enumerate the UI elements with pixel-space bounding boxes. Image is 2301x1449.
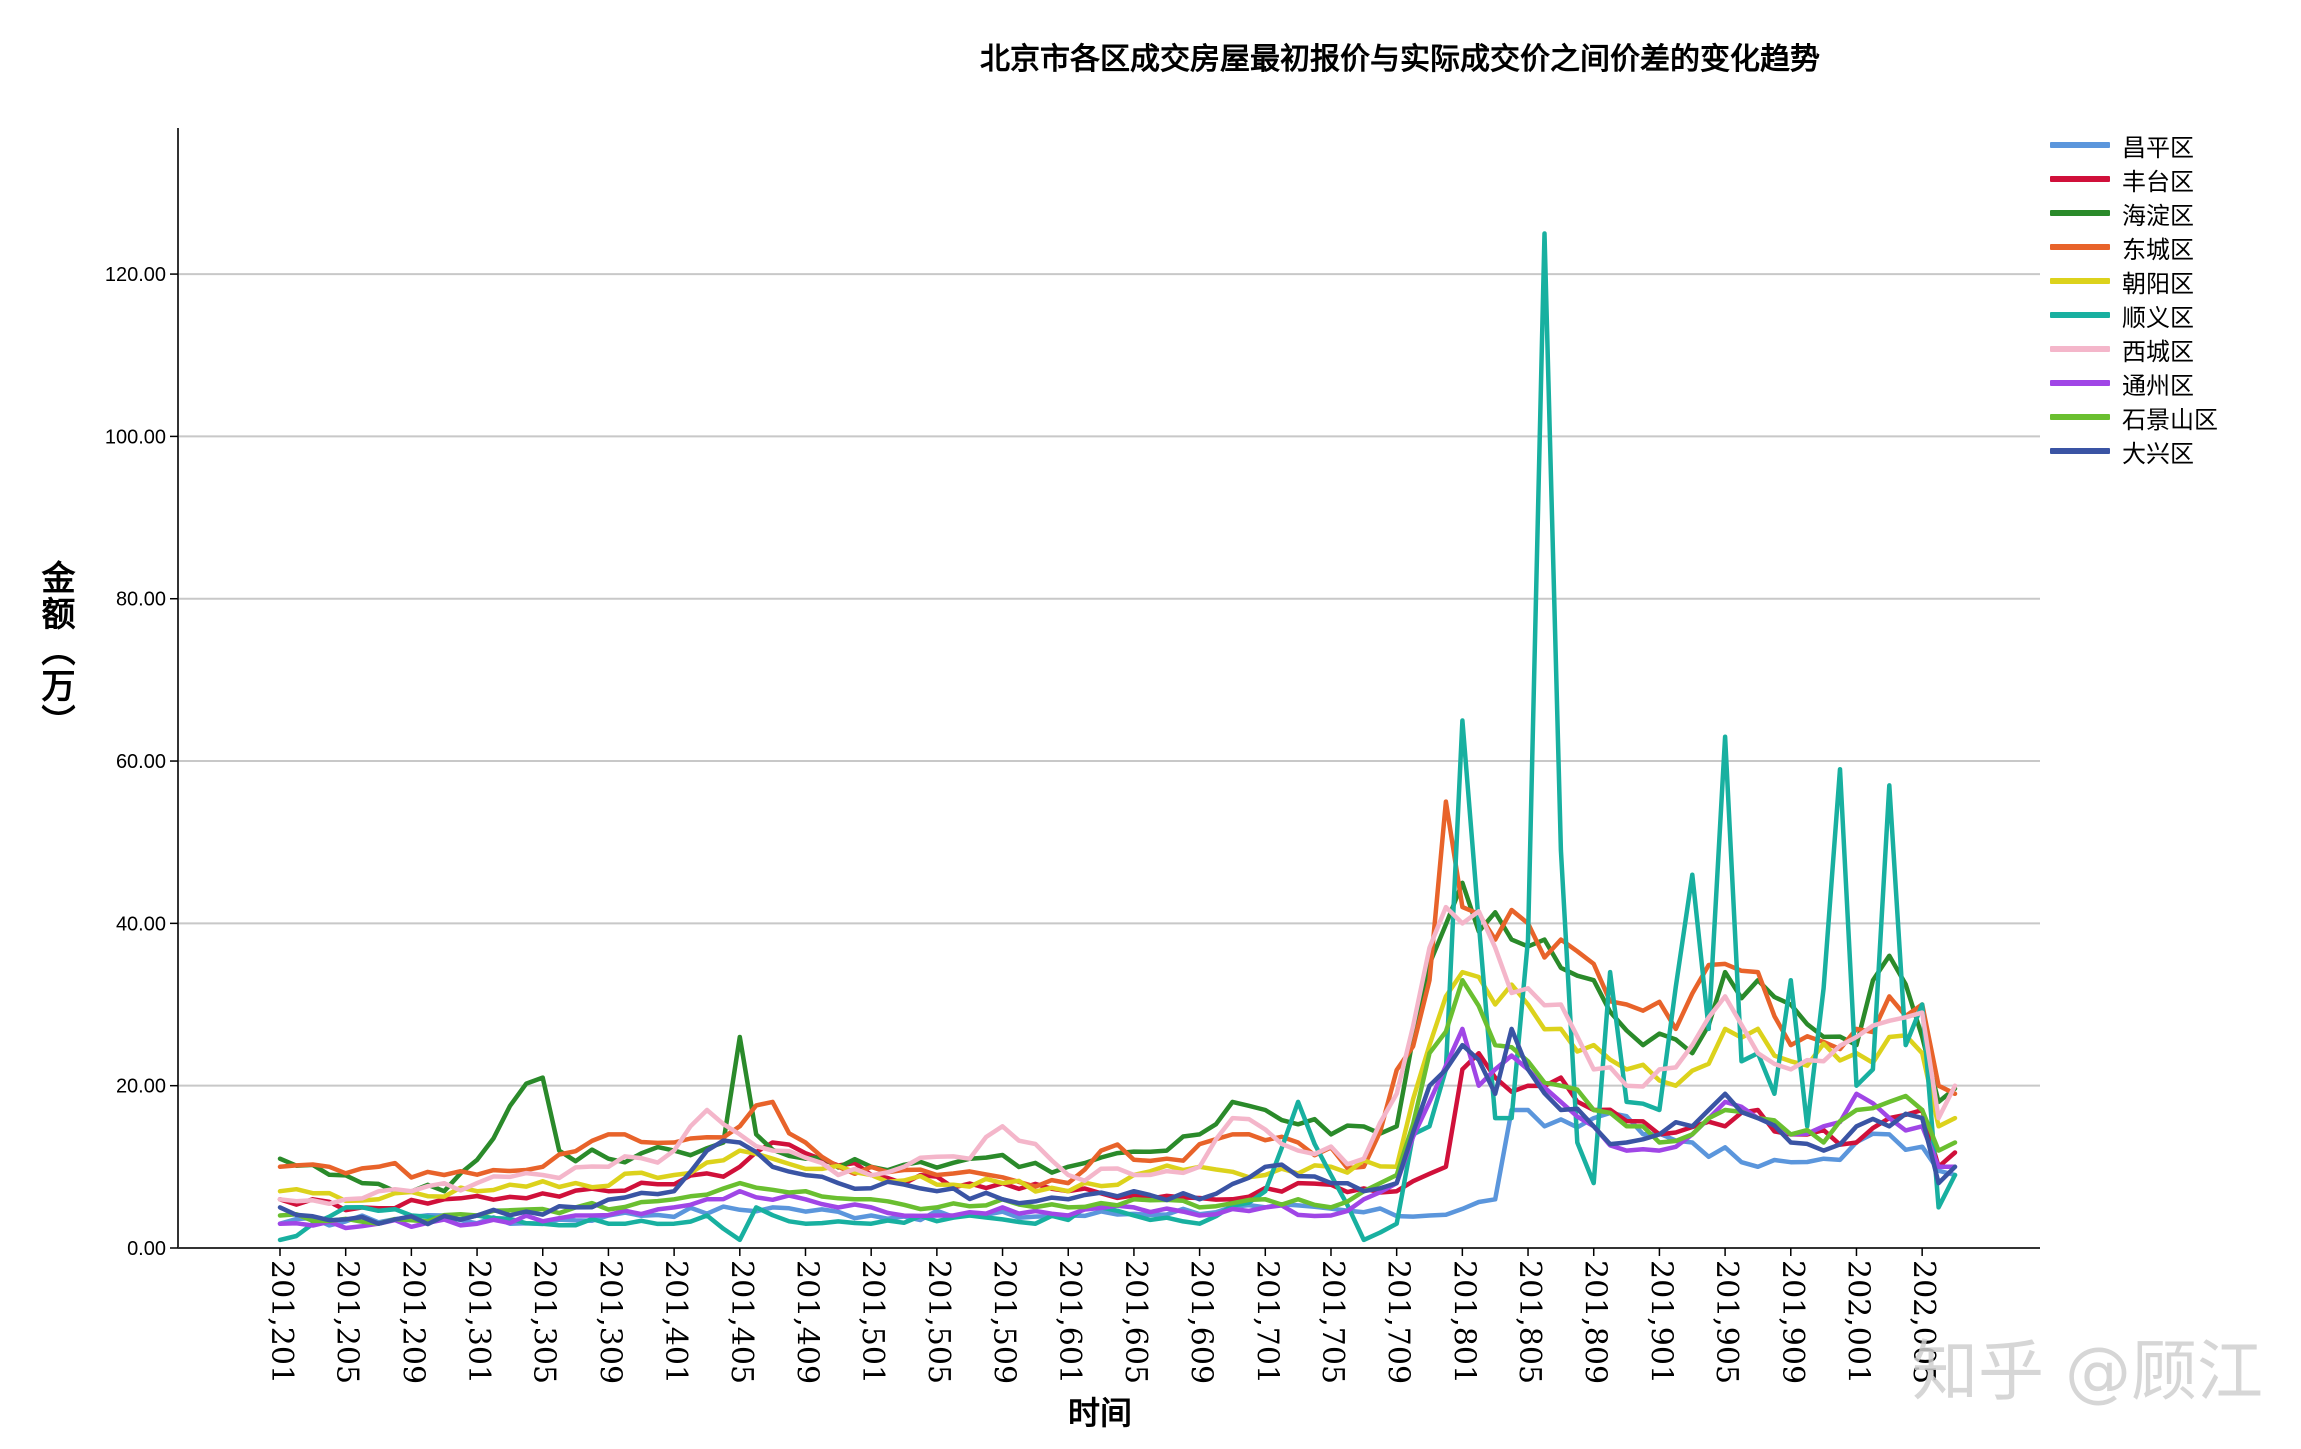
legend-swatch <box>2050 346 2110 352</box>
legend-label: 石景山区 <box>2122 405 2218 434</box>
x-tick-label: 201,701 <box>1249 1260 1284 1384</box>
x-tick-label: 201,405 <box>724 1260 759 1384</box>
y-axis-label: 金额（万） <box>35 560 75 740</box>
legend-item: 顺义区 <box>2050 298 2218 332</box>
axes <box>177 128 2040 1249</box>
legend-swatch <box>2050 312 2110 318</box>
x-tick-label: 201,509 <box>987 1260 1022 1384</box>
y-tick-label: 0.00 <box>127 1238 166 1260</box>
legend-swatch <box>2050 414 2110 420</box>
y-tick-label: 80.00 <box>116 589 166 611</box>
series-lines <box>277 231 1958 1243</box>
y-tick-label: 120.00 <box>105 264 166 286</box>
series-line <box>277 231 1958 1243</box>
x-tick-label: 201,501 <box>855 1260 890 1384</box>
legend-item: 昌平区 <box>2050 128 2218 162</box>
legend-swatch <box>2050 278 2110 284</box>
legend-label: 丰台区 <box>2122 167 2194 196</box>
x-tick-label: 201,709 <box>1381 1260 1416 1384</box>
y-tick-label: 40.00 <box>116 913 166 935</box>
x-tick-label: 201,305 <box>527 1260 562 1384</box>
series-line <box>277 969 1958 1204</box>
x-tick-label: 201,601 <box>1052 1260 1087 1384</box>
x-tick-label: 201,905 <box>1709 1260 1744 1384</box>
chart-title: 北京市各区成交房屋最初报价与实际成交价之间价差的变化趋势 <box>980 42 1820 77</box>
legend-item: 西城区 <box>2050 332 2218 366</box>
series-line <box>277 799 1958 1189</box>
x-tick-label: 202,005 <box>1906 1260 1941 1384</box>
grid-lines <box>178 273 2040 1087</box>
x-tick-label: 201,309 <box>592 1260 627 1384</box>
x-axis-label: 时间 <box>1067 1394 1132 1432</box>
x-tick-label: 201,209 <box>395 1260 430 1384</box>
x-axis-ticks: 201,201 201,205 201,209 201,301 201,305 201,3… <box>264 1248 1941 1384</box>
legend-swatch <box>2050 380 2110 386</box>
y-axis-ticks: 0.00 20.00 40.00 60.00 80.00 100.00 120.00 <box>105 264 178 1260</box>
legend-item: 丰台区 <box>2050 162 2218 196</box>
legend-label: 东城区 <box>2122 235 2194 264</box>
legend-swatch <box>2050 142 2110 148</box>
x-tick-label: 201,205 <box>330 1260 365 1384</box>
series-line <box>277 977 1958 1226</box>
legend-item: 东城区 <box>2050 230 2218 264</box>
x-tick-label: 201,801 <box>1446 1260 1481 1384</box>
legend-item: 通州区 <box>2050 366 2218 400</box>
legend-item: 石景山区 <box>2050 400 2218 434</box>
legend-label: 朝阳区 <box>2122 269 2194 298</box>
legend-item: 朝阳区 <box>2050 264 2218 298</box>
x-tick-label: 201,901 <box>1643 1260 1678 1384</box>
legend-swatch <box>2050 244 2110 250</box>
legend-item: 海淀区 <box>2050 196 2218 230</box>
series-line <box>277 880 1958 1194</box>
x-tick-label: 201,301 <box>461 1260 496 1384</box>
y-tick-label: 100.00 <box>105 426 166 448</box>
x-tick-label: 201,909 <box>1775 1260 1810 1384</box>
x-tick-label: 201,705 <box>1315 1260 1350 1384</box>
x-tick-label: 201,201 <box>264 1260 299 1384</box>
y-tick-label: 20.00 <box>116 1076 166 1098</box>
series-line <box>277 1026 1958 1227</box>
legend-item: 大兴区 <box>2050 434 2218 468</box>
x-tick-label: 201,609 <box>1184 1260 1219 1384</box>
y-tick-label: 60.00 <box>116 751 166 773</box>
legend-label: 海淀区 <box>2122 201 2194 230</box>
x-tick-label: 202,001 <box>1840 1260 1875 1384</box>
series-line <box>277 904 1958 1207</box>
x-tick-label: 201,409 <box>789 1260 824 1384</box>
x-tick-label: 201,805 <box>1512 1260 1547 1384</box>
legend-label: 昌平区 <box>2122 133 2194 162</box>
legend: 昌平区丰台区海淀区东城区朝阳区顺义区西城区通州区石景山区大兴区 <box>2050 128 2218 468</box>
x-tick-label: 201,809 <box>1578 1260 1613 1384</box>
legend-swatch <box>2050 176 2110 182</box>
legend-label: 通州区 <box>2122 371 2194 400</box>
x-tick-label: 201,505 <box>921 1260 956 1384</box>
legend-label: 西城区 <box>2122 337 2194 366</box>
x-tick-label: 201,605 <box>1118 1260 1153 1384</box>
legend-label: 大兴区 <box>2122 439 2194 468</box>
watermark: 知乎 @顾江 <box>1912 1333 2263 1410</box>
legend-swatch <box>2050 448 2110 454</box>
legend-label: 顺义区 <box>2122 303 2194 332</box>
legend-swatch <box>2050 210 2110 216</box>
x-tick-label: 201,401 <box>658 1260 693 1384</box>
